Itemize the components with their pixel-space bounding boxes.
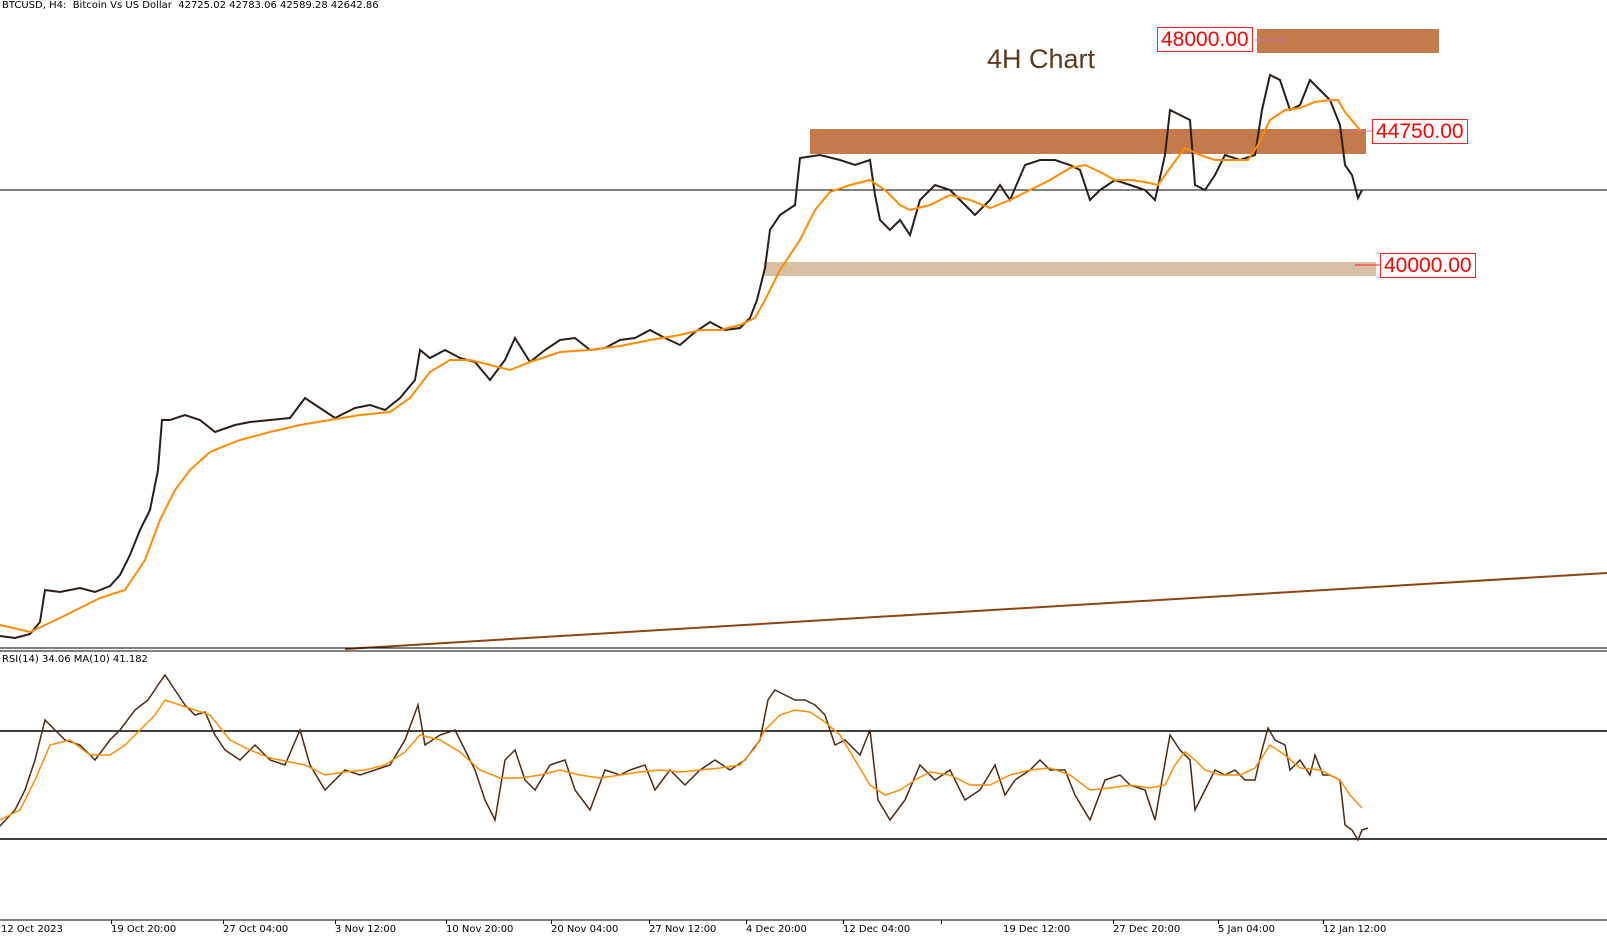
rsi-ma-line	[0, 699, 1363, 821]
x-label: 12 Oct 2023	[1, 924, 63, 935]
level-label-48000: 48000.00	[1157, 27, 1253, 52]
x-label: 12 Dec 04:00	[843, 924, 911, 935]
rsi-line	[0, 673, 1369, 842]
zone-40000	[764, 262, 1376, 276]
x-label: 12 Jan 12:00	[1323, 924, 1387, 935]
chart-header: BTCUSD, H4: Bitcoin Vs US Dollar 42725.0…	[2, 0, 379, 11]
price-series	[0, 73, 1363, 640]
x-label: 3 Nov 12:00	[335, 924, 397, 935]
x-label: 27 Dec 20:00	[1113, 924, 1181, 935]
zone-44750	[810, 129, 1366, 154]
level-label-44750: 44750.00	[1372, 119, 1468, 144]
x-label: 10 Nov 20:00	[446, 924, 514, 935]
x-label: 4 Dec 20:00	[746, 924, 807, 935]
chart-annotation-title: 4H Chart	[987, 44, 1096, 74]
x-label: 5 Jan 04:00	[1218, 924, 1275, 935]
x-label: 19 Oct 20:00	[111, 924, 177, 935]
zone-48000	[1257, 29, 1439, 53]
level-label-40000: 40000.00	[1380, 253, 1476, 278]
x-label: 19 Dec 12:00	[1003, 924, 1071, 935]
trendline	[344, 572, 1607, 650]
x-label: 20 Nov 04:00	[551, 924, 619, 935]
rsi-header: RSI(14) 34.06 MA(10) 41.182	[2, 654, 148, 665]
ma-line	[0, 99, 1363, 634]
x-label: 27 Nov 12:00	[649, 924, 717, 935]
x-label: 27 Oct 04:00	[223, 924, 289, 935]
